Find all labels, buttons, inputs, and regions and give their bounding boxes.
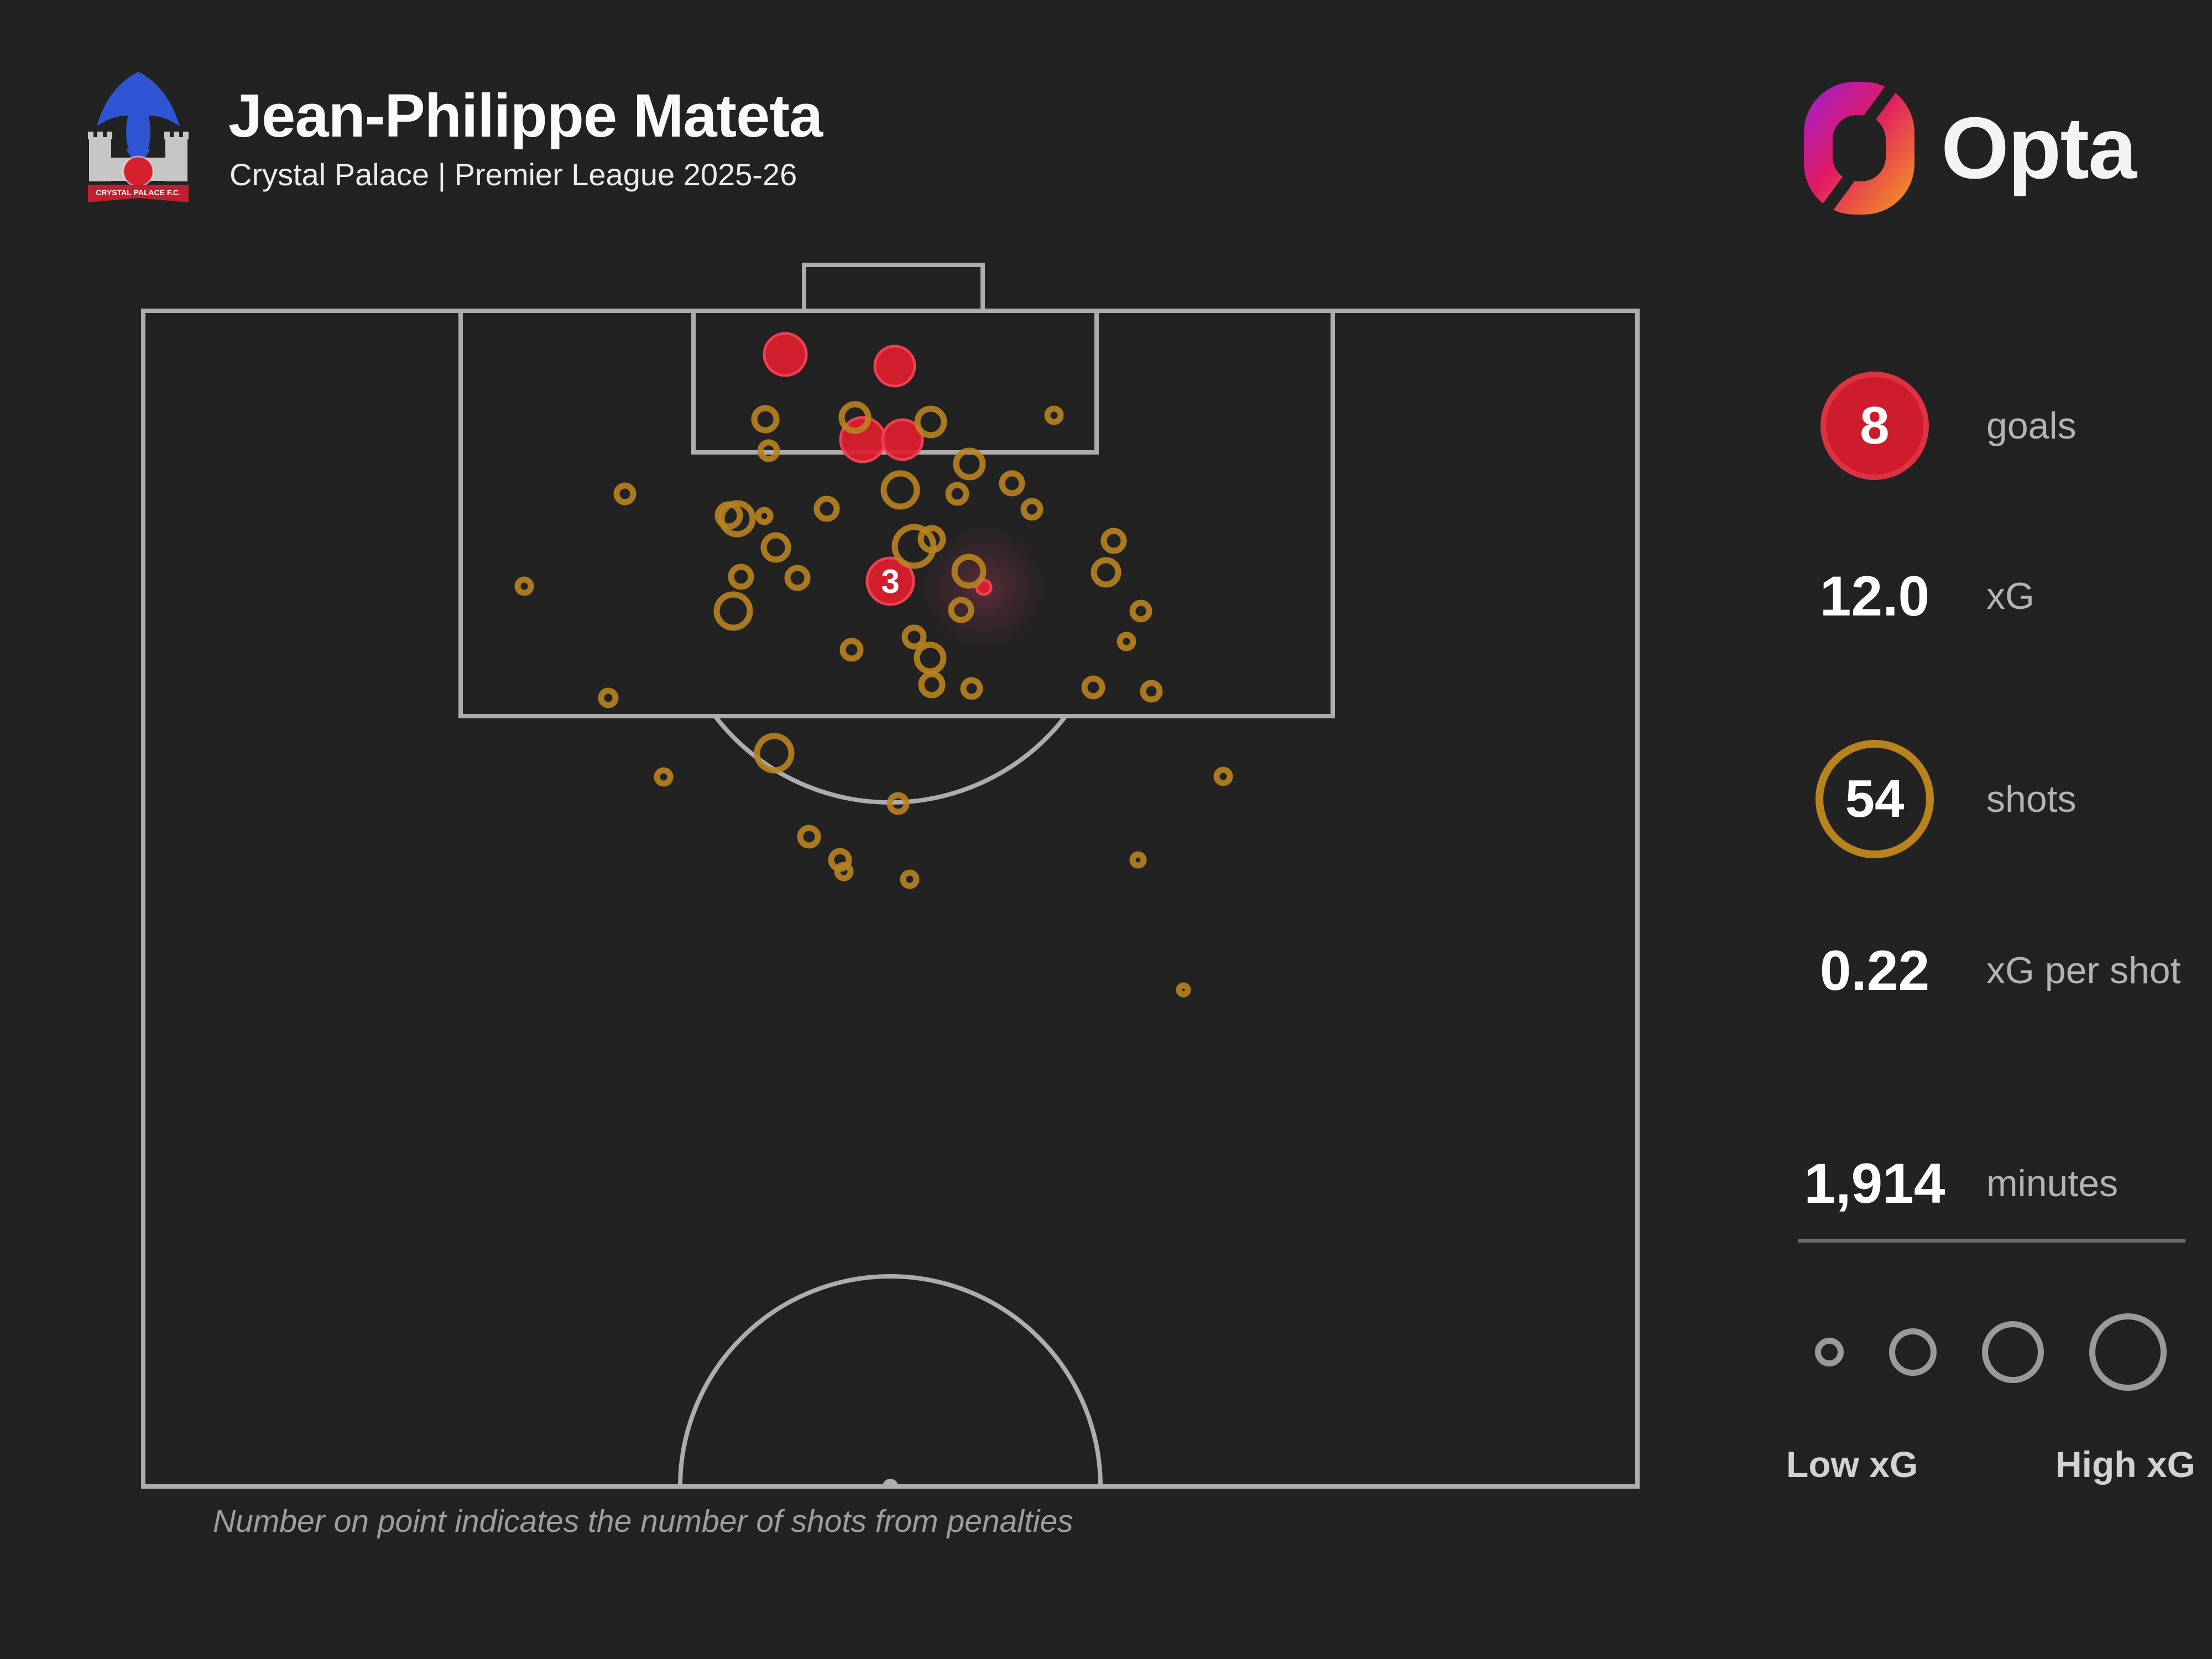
shot-point <box>1213 766 1233 786</box>
shot-point <box>917 525 946 554</box>
goals-label: goals <box>1986 405 2077 447</box>
shot-point <box>953 447 986 481</box>
shot-point <box>713 591 753 631</box>
legend-size-circle <box>2089 1313 2167 1391</box>
pitch-boundary <box>141 309 1640 1489</box>
xg-per-shot-label: xG per shot <box>1986 950 2181 992</box>
shot-point <box>813 495 840 522</box>
legend-low-label: Low xG <box>1786 1444 1918 1485</box>
shot-point <box>886 792 910 815</box>
shot-point <box>1020 498 1044 521</box>
club-crest: CRYSTAL PALACE F.C. <box>88 72 189 202</box>
shot-point <box>1100 528 1127 554</box>
shot-point <box>797 825 821 849</box>
goal-marker: 8 <box>1820 372 1929 480</box>
stat-xg: 12.0 xG <box>1770 533 2206 660</box>
shot-point <box>918 671 946 698</box>
shot-point <box>951 554 987 589</box>
goal-point <box>881 418 924 461</box>
xg-label: xG <box>1986 575 2034 617</box>
opta-logo-icon <box>1804 82 1914 215</box>
shot-point <box>1129 851 1147 869</box>
shot-point <box>757 439 780 462</box>
shot-point <box>1081 675 1105 700</box>
legend-divider <box>1798 1239 2185 1243</box>
xg-size-legend: Low xG High xG <box>1781 1288 2201 1485</box>
stat-minutes: 1,914 minutes <box>1770 1120 2206 1247</box>
goal-point <box>873 345 916 388</box>
shot-point <box>948 597 974 623</box>
page-title: Jean-Philippe Mateta <box>228 81 823 150</box>
stat-goals: 8 goals <box>1770 362 2206 489</box>
shot-point <box>880 470 920 510</box>
penalty-box <box>458 309 1335 718</box>
shot-point <box>1176 982 1191 998</box>
goals-value: 8 <box>1860 396 1890 455</box>
brand-name: Opta <box>1941 99 2137 197</box>
shot-point <box>900 869 920 889</box>
xg-value: 12.0 <box>1819 564 1930 628</box>
center-circle <box>678 1274 1103 1487</box>
shot-point <box>839 638 864 662</box>
shot-point <box>891 524 937 569</box>
shot-point <box>755 507 774 525</box>
shot-point <box>1140 680 1163 703</box>
center-spot <box>883 1479 898 1486</box>
ball-icon <box>123 156 153 186</box>
stat-xg-per-shot: 0.22 xG per shot <box>1770 907 2206 1034</box>
shot-point <box>728 564 754 590</box>
shot-point <box>1129 599 1152 623</box>
shot-map: 3 <box>141 263 1640 1489</box>
goal-frame <box>802 263 985 313</box>
minutes-label: minutes <box>1986 1162 2119 1204</box>
stat-shots: 54 shots <box>1770 735 2206 863</box>
shot-point <box>838 401 872 434</box>
shot-point <box>760 532 791 563</box>
shot-point <box>598 687 619 708</box>
goal-point <box>865 556 915 606</box>
legend-size-circle <box>1889 1328 1937 1376</box>
shot-point <box>784 565 811 591</box>
legend-size-circle <box>1982 1321 2044 1383</box>
shot-point <box>718 500 756 538</box>
shot-point <box>613 482 637 505</box>
footnote: Number on point indicates the number of … <box>213 1504 1073 1539</box>
club-banner-text: CRYSTAL PALACE F.C. <box>96 188 181 197</box>
penalty-count-label: 3 <box>881 563 899 600</box>
shot-point <box>960 677 983 700</box>
minutes-value: 1,914 <box>1804 1151 1945 1215</box>
shot-point <box>901 624 927 650</box>
goal-point <box>763 332 808 377</box>
goal-point <box>839 416 886 463</box>
penalty-arc <box>713 714 1068 805</box>
shot-point <box>834 862 854 881</box>
shot-point <box>999 470 1025 497</box>
legend-circles <box>1781 1288 2201 1416</box>
shot-point <box>514 576 534 596</box>
xg-per-shot-value: 0.22 <box>1819 938 1930 1002</box>
shots-value: 54 <box>1845 769 1905 828</box>
shot-point <box>914 405 947 439</box>
shot-point <box>1044 405 1064 425</box>
shot-point <box>751 405 780 434</box>
shot-point <box>754 733 795 774</box>
header: CRYSTAL PALACE F.C. Jean-Philippe Mateta… <box>86 66 823 209</box>
shot-point <box>945 482 969 506</box>
shots-label: shots <box>1986 778 2077 820</box>
shot-point <box>1117 632 1136 651</box>
brand: Opta <box>1804 82 2137 215</box>
shot-point <box>914 641 947 675</box>
shot-point <box>1091 557 1121 588</box>
page-subtitle: Crystal Palace | Premier League 2025-26 <box>229 156 797 192</box>
shot-marker: 54 <box>1815 740 1934 858</box>
shot-layer: 3 <box>514 332 1233 998</box>
legend-high-label: High xG <box>2055 1444 2195 1485</box>
legend-size-circle <box>1815 1338 1844 1366</box>
shot-point <box>654 767 674 787</box>
